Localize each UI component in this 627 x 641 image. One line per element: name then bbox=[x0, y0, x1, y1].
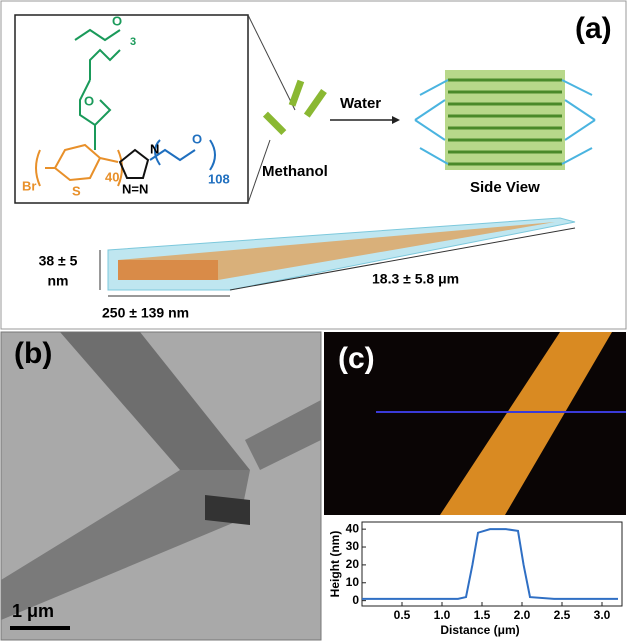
x-axis-label: Distance (μm) bbox=[440, 623, 519, 637]
atom: S bbox=[72, 183, 81, 198]
x-tick-label: 2.0 bbox=[514, 608, 531, 622]
dimension: 250 ± 139 nm bbox=[102, 305, 189, 321]
profile-line bbox=[362, 528, 618, 600]
x-tick-label: 1.0 bbox=[434, 608, 451, 622]
panel-label: (a) bbox=[575, 12, 612, 45]
view-label: Side View bbox=[470, 179, 540, 196]
atom: N=N bbox=[122, 181, 148, 196]
solvent-label: Methanol bbox=[262, 163, 328, 180]
y-tick-label: 0 bbox=[352, 593, 359, 607]
scale-label: 1 μm bbox=[12, 601, 54, 621]
belt-face bbox=[118, 260, 218, 280]
structure-bonds bbox=[35, 28, 216, 187]
zoom-line bbox=[247, 14, 296, 111]
atom: O bbox=[192, 131, 202, 146]
solvent-label: Water bbox=[340, 95, 381, 112]
micelles bbox=[262, 79, 327, 136]
x-tick-label: 0.5 bbox=[394, 608, 411, 622]
x-tick-label: 2.5 bbox=[554, 608, 571, 622]
y-axis-label: Height (nm) bbox=[328, 531, 342, 598]
dimension: 38 ± 5 bbox=[39, 253, 78, 269]
x-tick-label: 3.0 bbox=[594, 608, 611, 622]
zoom-line bbox=[247, 139, 271, 204]
dimension: 18.3 ± 5.8 μm bbox=[372, 271, 459, 287]
repeat: 3 bbox=[130, 36, 136, 48]
atom: O bbox=[84, 93, 94, 108]
panel-label: (b) bbox=[14, 337, 52, 370]
plot-frame bbox=[361, 521, 623, 607]
x-tick-label: 1.5 bbox=[474, 608, 491, 622]
structure-box bbox=[14, 14, 249, 204]
repeat: 108 bbox=[208, 171, 230, 186]
y-tick-label: 30 bbox=[346, 539, 360, 553]
repeat: 40 bbox=[105, 169, 119, 184]
afm-belt bbox=[440, 332, 612, 515]
atom: Br bbox=[22, 178, 36, 193]
profile-bg bbox=[324, 516, 626, 640]
assembly bbox=[414, 70, 596, 170]
atom: O bbox=[112, 13, 122, 28]
tem-belts bbox=[1, 332, 321, 620]
arrowhead bbox=[392, 116, 400, 124]
y-tick-label: 40 bbox=[346, 521, 360, 535]
y-tick-label: 20 bbox=[346, 557, 360, 571]
atom: N bbox=[150, 141, 159, 156]
dimension: nm bbox=[48, 273, 69, 289]
dimension-line bbox=[229, 227, 576, 291]
panel-label: (c) bbox=[338, 342, 375, 375]
belt-core bbox=[118, 222, 555, 280]
y-tick-label: 10 bbox=[346, 575, 360, 589]
